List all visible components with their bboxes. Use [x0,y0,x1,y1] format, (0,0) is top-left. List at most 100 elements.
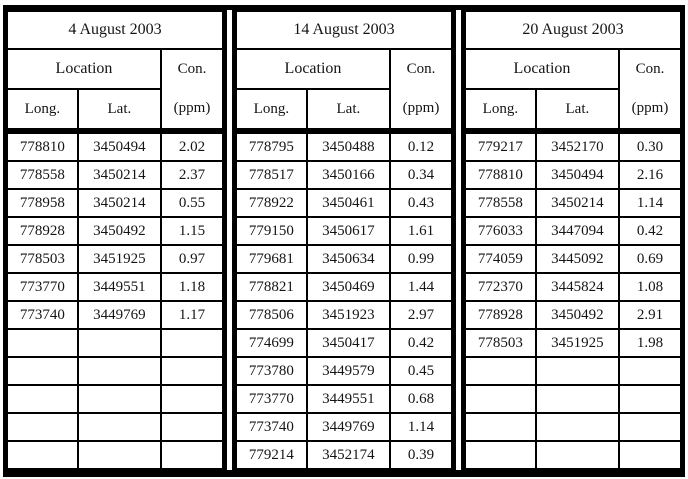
latitude-cell: 3450494 [534,160,620,190]
concentration-cell: 1.14 [388,412,455,442]
concentration-cell [159,356,226,386]
longitude-cell: 778795 [233,128,308,162]
longitude-cell: 774699 [233,328,308,358]
concentration-cell: 0.42 [617,216,684,246]
longitude-cell: 774059 [462,244,537,274]
latitude-cell: 3450469 [305,272,391,302]
longitude-cell [4,412,79,442]
table-row: 776033 3447094 0.42 [462,216,684,246]
longitude-cell: 778928 [4,216,79,246]
table-row: 778503 3451925 1.98 [462,328,684,358]
latitude-cell: 3449551 [305,384,391,414]
latitude-cell: 3450214 [76,160,162,190]
latitude-cell: 3452170 [534,128,620,162]
longitude-header: Long. [4,88,79,132]
latitude-cell [534,384,620,414]
concentration-cell: 0.68 [388,384,455,414]
table-row: 774059 3445092 0.69 [462,244,684,274]
latitude-cell: 3451925 [534,328,620,358]
group-header-row: Location Con. (ppm) [4,48,226,132]
date-header: 20 August 2003 [462,10,684,50]
table-row [4,412,226,442]
date-section-table: 4 August 2003 Location Con. (ppm) Long. … [3,10,227,470]
longitude-header: Long. [462,88,537,132]
latitude-cell: 3450461 [305,188,391,218]
concentration-cell: 2.02 [159,128,226,162]
latitude-cell: 3449551 [76,272,162,302]
table-row: 779681 3450634 0.99 [233,244,455,274]
longitude-cell: 778506 [233,300,308,330]
longitude-cell: 773770 [4,272,79,302]
concentration-cell: 0.97 [159,244,226,274]
con-label: Con. [177,61,207,77]
longitude-cell [4,440,79,470]
concentration-cell: 1.15 [159,216,226,246]
concentration-cell: 0.99 [388,244,455,274]
con-label: Con. [635,61,665,77]
longitude-cell: 778810 [462,160,537,190]
longitude-cell: 778958 [4,188,79,218]
latitude-cell [534,440,620,470]
longitude-cell [4,384,79,414]
longitude-cell: 778503 [462,328,537,358]
longitude-cell: 773740 [4,300,79,330]
table-row: 778922 3450461 0.43 [233,188,455,218]
concentration-cell: 1.61 [388,216,455,246]
table-row: 778517 3450166 0.34 [233,160,455,190]
concentration-cell: 1.08 [617,272,684,302]
table-row: 778958 3450214 0.55 [4,188,226,218]
longitude-cell: 779150 [233,216,308,246]
latitude-cell: 3450494 [76,128,162,162]
latitude-cell: 3451925 [76,244,162,274]
longitude-cell: 778517 [233,160,308,190]
con-label: Con. [406,61,436,77]
longitude-cell: 778558 [4,160,79,190]
longitude-header: Long. [233,88,308,132]
date-header-row: 14 August 2003 [233,10,455,50]
latitude-cell [76,440,162,470]
date-header-row: 20 August 2003 [462,10,684,50]
concentration-cell: 0.43 [388,188,455,218]
location-header: Location [462,48,620,90]
latitude-cell: 3450166 [305,160,391,190]
latitude-cell: 3450417 [305,328,391,358]
table-row [4,440,226,470]
date-header: 4 August 2003 [4,10,226,50]
latitude-cell [76,384,162,414]
latitude-cell: 3450617 [305,216,391,246]
concentration-header: Con. (ppm) [617,48,684,132]
latitude-cell: 3450488 [305,128,391,162]
table-row [462,412,684,442]
longitude-cell: 778928 [462,300,537,330]
table-row: 773740 3449769 1.17 [4,300,226,330]
latitude-header: Lat. [305,88,391,132]
concentration-cell: 1.18 [159,272,226,302]
concentration-header: Con. (ppm) [159,48,226,132]
longitude-cell [462,356,537,386]
concentration-cell [159,440,226,470]
concentration-cell: 2.97 [388,300,455,330]
concentration-cell: 2.16 [617,160,684,190]
concentration-cell: 1.44 [388,272,455,302]
concentration-cell: 1.14 [617,188,684,218]
table-row: 778795 3450488 0.12 [233,128,455,162]
concentration-cell [159,384,226,414]
sub-header-row: Long. Lat. [462,88,683,132]
latitude-cell: 3450634 [305,244,391,274]
sub-header-row: Long. Lat. [4,88,225,132]
latitude-header: Lat. [76,88,162,132]
concentration-cell: 0.69 [617,244,684,274]
ppm-label: (ppm) [631,100,669,116]
concentration-cell: 1.17 [159,300,226,330]
longitude-cell: 778922 [233,188,308,218]
concentration-cell [159,328,226,358]
table-row: 773770 3449551 0.68 [233,384,455,414]
table-row [4,328,226,358]
latitude-cell: 3445092 [534,244,620,274]
table-row: 778821 3450469 1.44 [233,272,455,302]
longitude-cell [462,412,537,442]
ppm-label: (ppm) [173,100,211,116]
concentration-cell: 0.12 [388,128,455,162]
latitude-cell [76,356,162,386]
